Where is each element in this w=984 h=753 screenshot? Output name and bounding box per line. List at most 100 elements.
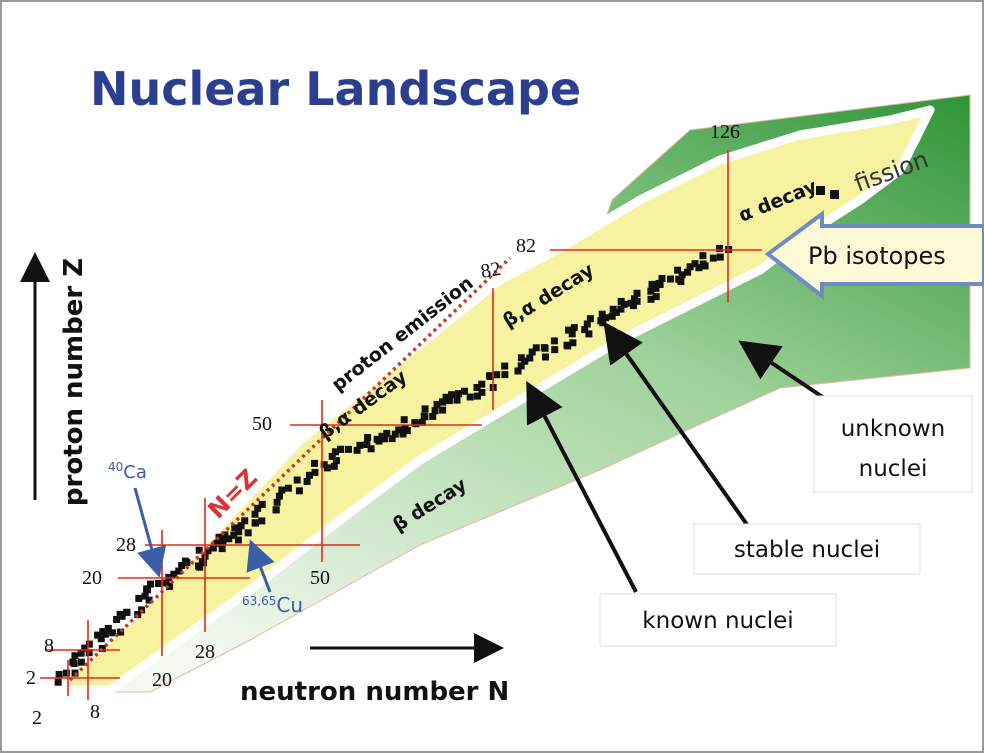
nucleus-square xyxy=(363,441,371,448)
nucleus-square xyxy=(620,300,628,308)
nucleus-square xyxy=(272,506,280,514)
nucleus-square xyxy=(166,582,174,590)
callout-box xyxy=(813,395,973,493)
nucleus-square xyxy=(521,357,529,365)
nucleus-square xyxy=(429,412,437,420)
nucleus-square xyxy=(466,393,474,401)
nucleus-square xyxy=(101,630,109,638)
nucleus-square xyxy=(328,452,336,460)
cu-arrow xyxy=(246,539,275,593)
nucleus-square xyxy=(135,594,143,602)
x-axis-label: neutron number N xyxy=(240,677,509,707)
nucleus-square xyxy=(198,558,206,566)
nucleus-square xyxy=(332,457,340,465)
neutron-magic: 28 xyxy=(195,641,215,663)
nucleus-square xyxy=(251,519,259,527)
nucleus-square xyxy=(85,649,93,657)
nucleus-square xyxy=(686,263,694,271)
nucleus-square xyxy=(373,435,381,443)
nucleus-square xyxy=(155,580,162,587)
callout-text: unknown xyxy=(841,416,946,442)
nucleus-square xyxy=(62,669,70,677)
nucleus-square xyxy=(388,435,396,443)
nucleus-square xyxy=(420,412,428,420)
nucleus-square xyxy=(570,324,578,332)
nucleus-square xyxy=(109,629,117,637)
nucleus-square xyxy=(627,299,635,307)
nucleus-square xyxy=(331,448,339,456)
nucleus-square xyxy=(183,559,191,567)
nucleus-square xyxy=(716,244,723,252)
nucleus-square xyxy=(196,563,204,571)
nucleus-square xyxy=(97,635,105,643)
nucleus-square xyxy=(716,253,724,261)
nucleus-square xyxy=(699,260,707,268)
nucleus-square xyxy=(170,570,178,578)
nucleus-square xyxy=(542,353,549,361)
nucleus-square xyxy=(215,533,223,541)
nucleus-square xyxy=(585,330,593,338)
nucleus-square xyxy=(647,295,655,303)
fission-nucleus xyxy=(830,190,839,199)
nucleus-square xyxy=(583,320,591,328)
nucleus-square xyxy=(647,287,655,295)
nucleus-square xyxy=(235,528,243,536)
nucleus-square xyxy=(175,567,183,575)
mass-number: 40 xyxy=(108,460,123,474)
nucleus-square xyxy=(254,504,262,512)
nucleus-square xyxy=(652,293,660,301)
nucleus-square xyxy=(442,393,450,401)
nucleus-square xyxy=(461,387,468,395)
nucleus-square xyxy=(691,260,699,268)
nucleus-square xyxy=(684,268,692,276)
callout-box xyxy=(599,593,837,647)
title: Nuclear Landscape xyxy=(90,62,581,116)
nucleus-square xyxy=(391,430,399,438)
nucleus-square xyxy=(486,373,494,380)
nucleus-square xyxy=(305,471,313,479)
nucleus-square xyxy=(258,500,266,508)
nucleus-square xyxy=(273,498,281,506)
nucleus-square xyxy=(608,312,616,320)
nucleus-square xyxy=(353,446,361,454)
nucleus-square xyxy=(648,280,656,288)
nucleus-square xyxy=(145,596,153,604)
nucleus-square xyxy=(258,517,266,525)
nucleus-square xyxy=(478,388,486,396)
callout-box xyxy=(693,523,921,575)
callout-arrow xyxy=(738,340,832,404)
nucleus-square xyxy=(455,390,463,398)
nucleus-square xyxy=(364,434,372,441)
nucleus-square xyxy=(237,522,245,530)
nucleus-square xyxy=(330,462,338,470)
nucleus-square xyxy=(278,486,286,494)
nucleus-square xyxy=(453,396,461,404)
nucleus-square xyxy=(77,658,85,666)
nucleus-square xyxy=(241,517,249,525)
nucleus-square xyxy=(678,271,686,279)
nucleus-square xyxy=(478,380,486,388)
nucleus-square xyxy=(473,384,481,391)
nucleus-square xyxy=(565,326,572,334)
nucleus-square xyxy=(284,484,292,492)
nucleus-square xyxy=(230,531,238,539)
nucleus-square xyxy=(345,445,352,453)
nucleus-square xyxy=(311,468,319,476)
proton-magic: 28 xyxy=(116,534,136,556)
nucleus-square xyxy=(77,649,85,657)
nucleus-square xyxy=(71,652,79,660)
nucleus-square xyxy=(209,544,217,552)
neutron-magic: 20 xyxy=(152,669,172,691)
nucleus-square xyxy=(295,487,303,495)
nucleus-square xyxy=(517,362,525,370)
nucleus-square xyxy=(473,392,481,400)
nucleus-square xyxy=(356,441,364,449)
nucleus-square xyxy=(586,315,594,323)
nucleus-square xyxy=(104,624,112,632)
nucleus-square xyxy=(581,326,589,334)
callout-text: stable nuclei xyxy=(734,537,880,563)
nucleus-square xyxy=(631,295,638,303)
nucleus-square xyxy=(433,400,441,408)
neutron-magic: 50 xyxy=(310,567,330,589)
